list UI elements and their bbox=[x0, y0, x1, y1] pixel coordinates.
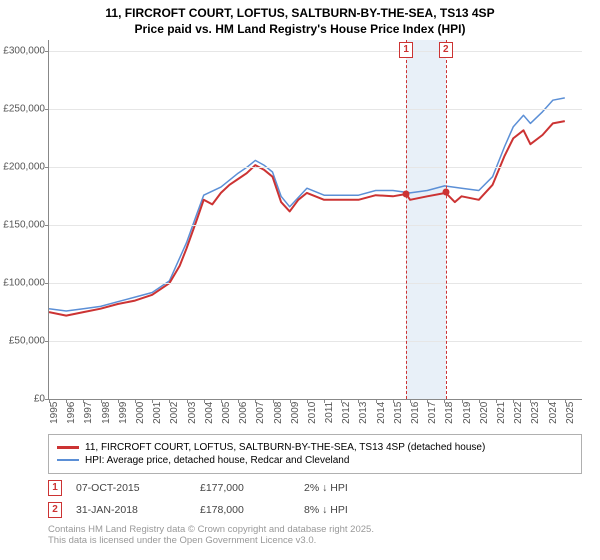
sale-flag: 2 bbox=[439, 42, 453, 58]
y-axis-label: £100,000 bbox=[3, 277, 45, 288]
sale-flag-mini: 2 bbox=[48, 502, 62, 518]
x-axis-label: 2019 bbox=[462, 393, 473, 415]
x-axis-label: 2024 bbox=[548, 393, 559, 415]
x-axis-label: 2012 bbox=[341, 393, 352, 415]
series-line bbox=[49, 97, 565, 310]
footer-line1: Contains HM Land Registry data © Crown c… bbox=[48, 524, 582, 536]
legend-swatch bbox=[57, 459, 79, 461]
x-axis-label: 2020 bbox=[479, 393, 490, 415]
legend-box: 11, FIRCROFT COURT, LOFTUS, SALTBURN-BY-… bbox=[48, 434, 582, 474]
y-axis-label: £250,000 bbox=[3, 104, 45, 115]
sale-dot bbox=[442, 189, 449, 196]
y-axis-label: £150,000 bbox=[3, 219, 45, 230]
sale-marker-line bbox=[406, 40, 407, 399]
x-axis-label: 2002 bbox=[169, 393, 180, 415]
x-axis-label: 1995 bbox=[49, 393, 60, 415]
plot-region: £0£50,000£100,000£150,000£200,000£250,00… bbox=[48, 40, 582, 400]
legend-row: 11, FIRCROFT COURT, LOFTUS, SALTBURN-BY-… bbox=[57, 442, 573, 453]
x-axis-label: 2008 bbox=[273, 393, 284, 415]
x-axis-label: 2021 bbox=[496, 393, 507, 415]
x-axis-label: 1999 bbox=[118, 393, 129, 415]
x-axis-label: 1996 bbox=[66, 393, 77, 415]
x-axis-label: 1997 bbox=[83, 393, 94, 415]
x-axis-label: 2014 bbox=[376, 393, 387, 415]
x-axis-label: 2003 bbox=[187, 393, 198, 415]
y-axis-label: £200,000 bbox=[3, 161, 45, 172]
x-axis-label: 2000 bbox=[135, 393, 146, 415]
x-axis-label: 2007 bbox=[255, 393, 266, 415]
sale-dot bbox=[403, 190, 410, 197]
legend-label: 11, FIRCROFT COURT, LOFTUS, SALTBURN-BY-… bbox=[85, 442, 485, 453]
sale-row: 1 07-OCT-2015 £177,000 2% ↓ HPI bbox=[48, 480, 582, 496]
x-axis-label: 2001 bbox=[152, 393, 163, 415]
x-axis-label: 2022 bbox=[513, 393, 524, 415]
sale-price: £177,000 bbox=[200, 482, 290, 494]
chart-area: £0£50,000£100,000£150,000£200,000£250,00… bbox=[48, 40, 582, 400]
sale-price: £178,000 bbox=[200, 504, 290, 516]
x-axis-label: 2011 bbox=[324, 394, 335, 416]
legend-label: HPI: Average price, detached house, Redc… bbox=[85, 455, 349, 466]
x-axis-label: 2023 bbox=[530, 393, 541, 415]
x-axis-label: 2005 bbox=[221, 393, 232, 415]
x-axis-label: 2004 bbox=[204, 393, 215, 415]
sale-diff: 2% ↓ HPI bbox=[304, 482, 348, 494]
x-axis-label: 2017 bbox=[427, 393, 438, 415]
x-axis-label: 2015 bbox=[393, 393, 404, 415]
footer-line2: This data is licensed under the Open Gov… bbox=[48, 535, 582, 547]
x-axis-label: 2013 bbox=[358, 393, 369, 415]
sale-date: 31-JAN-2018 bbox=[76, 504, 186, 516]
y-axis-label: £0 bbox=[34, 393, 45, 404]
sale-marker-line bbox=[446, 40, 447, 399]
footer-attribution: Contains HM Land Registry data © Crown c… bbox=[48, 524, 582, 548]
x-axis-label: 1998 bbox=[101, 393, 112, 415]
sale-flag: 1 bbox=[399, 42, 413, 58]
x-axis-label: 2016 bbox=[410, 393, 421, 415]
y-axis-label: £50,000 bbox=[9, 335, 45, 346]
sale-flag-mini: 1 bbox=[48, 480, 62, 496]
line-svg bbox=[49, 40, 582, 399]
sale-date: 07-OCT-2015 bbox=[76, 482, 186, 494]
x-axis-label: 2006 bbox=[238, 393, 249, 415]
sale-row: 2 31-JAN-2018 £178,000 8% ↓ HPI bbox=[48, 502, 582, 518]
y-axis-label: £300,000 bbox=[3, 46, 45, 57]
x-axis-label: 2025 bbox=[565, 393, 576, 415]
legend-row: HPI: Average price, detached house, Redc… bbox=[57, 455, 573, 466]
series-line bbox=[49, 121, 565, 316]
legend-swatch bbox=[57, 446, 79, 449]
x-axis-label: 2009 bbox=[290, 393, 301, 415]
chart-title: 11, FIRCROFT COURT, LOFTUS, SALTBURN-BY-… bbox=[10, 6, 590, 22]
chart-subtitle: Price paid vs. HM Land Registry's House … bbox=[10, 22, 590, 36]
sale-diff: 8% ↓ HPI bbox=[304, 504, 348, 516]
sales-table: 1 07-OCT-2015 £177,000 2% ↓ HPI 2 31-JAN-2018… bbox=[48, 480, 582, 518]
x-axis-label: 2010 bbox=[307, 393, 318, 415]
